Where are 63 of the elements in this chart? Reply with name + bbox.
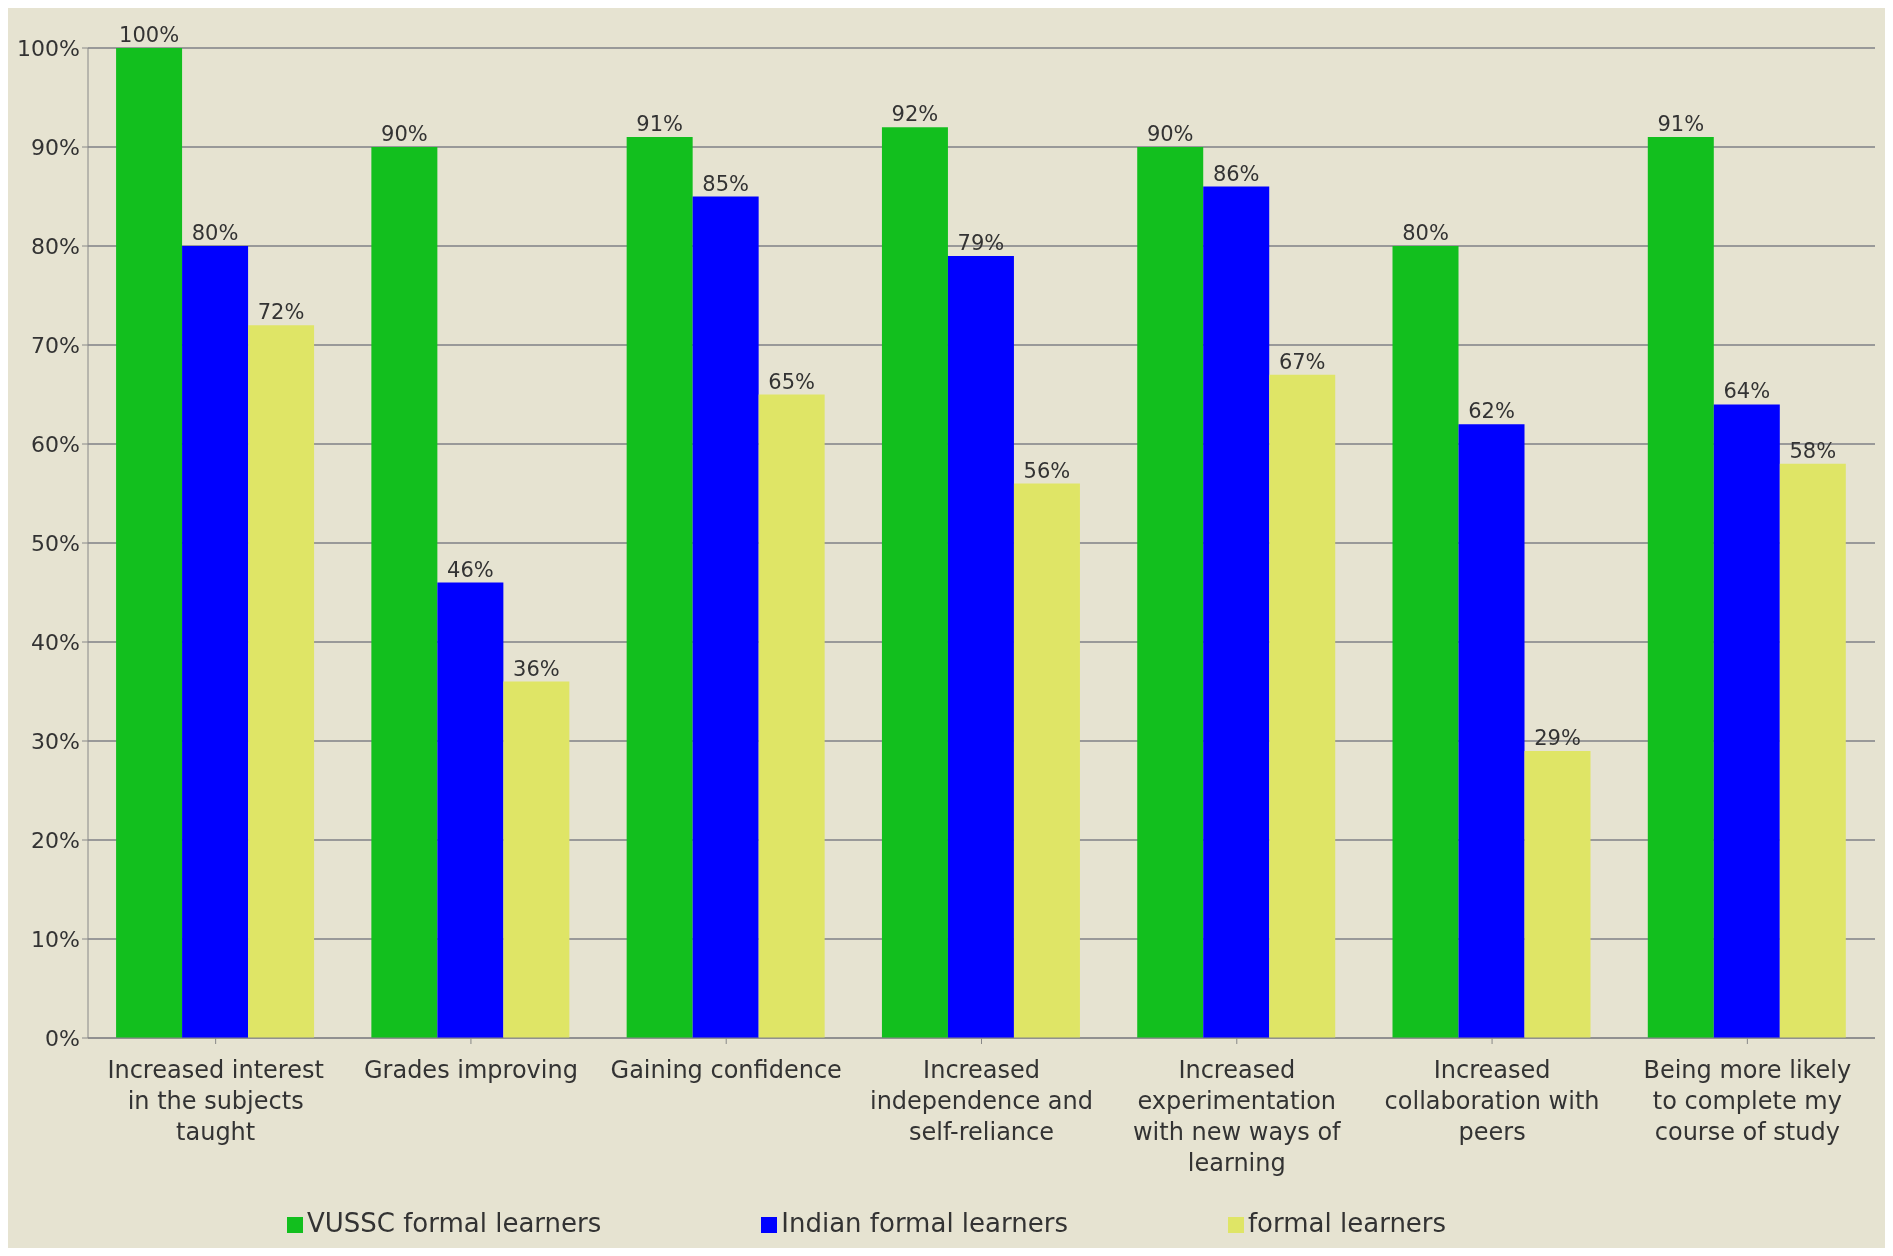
y-tick-label: 60% [31, 431, 80, 457]
x-tick-label: Being more likely to complete my course of study [1643, 1056, 1852, 1146]
data-label: 92% [891, 102, 939, 127]
data-label: 67% [1278, 349, 1326, 374]
data-label: 90% [1146, 122, 1194, 146]
y-tick-label: 90% [31, 134, 80, 160]
bar [182, 246, 249, 1038]
y-tick-label: 10% [31, 926, 80, 952]
x-tick-label: Increased experimentation with new ways of learning [1132, 1056, 1342, 1177]
y-tick-label: 30% [31, 728, 80, 754]
data-label: 80% [1402, 221, 1449, 245]
bar [503, 681, 570, 1038]
bar [1647, 137, 1714, 1038]
bar [1458, 424, 1525, 1038]
data-label: 91% [1657, 112, 1705, 137]
x-tick-label: Increased independence and self-reliance [869, 1056, 1094, 1146]
legend-label: VUSSC formal learners [306, 1208, 602, 1238]
data-label: 62% [1468, 399, 1515, 424]
bar [248, 325, 315, 1038]
bar [1269, 374, 1336, 1038]
bar [626, 137, 693, 1038]
data-label: 79% [957, 230, 1005, 255]
bar [1392, 246, 1459, 1038]
bar [881, 127, 948, 1038]
bar [1713, 404, 1780, 1038]
x-tick-label: Increased interest in the subjects taught [107, 1056, 324, 1146]
x-tick-label: Increased collaboration with peers [1384, 1056, 1600, 1146]
y-tick-label: 100% [17, 35, 80, 61]
y-tick-label: 80% [31, 233, 80, 259]
data-label: 64% [1723, 379, 1771, 404]
bar [947, 255, 1014, 1038]
bar [1779, 463, 1846, 1038]
data-label: 91% [636, 112, 683, 137]
bar [1137, 147, 1204, 1038]
bar [371, 147, 438, 1038]
data-label: 58% [1789, 438, 1837, 463]
bar [692, 196, 759, 1038]
data-label: 46% [447, 557, 494, 582]
data-label: 36% [513, 656, 560, 681]
data-label: 56% [1023, 458, 1071, 483]
x-tick-label: Gaining confidence [610, 1056, 842, 1084]
bar [1013, 483, 1080, 1038]
y-tick-label: 50% [31, 530, 80, 556]
data-label: 86% [1212, 161, 1260, 186]
y-tick-label: 20% [31, 827, 80, 853]
y-tick-label: 40% [31, 629, 80, 655]
legend-label: formal learners [1247, 1208, 1447, 1238]
data-label: 80% [191, 221, 239, 245]
data-label: 90% [381, 122, 428, 146]
bar [758, 394, 825, 1038]
legend-label: Indian formal learners [781, 1208, 1068, 1238]
data-label: 85% [702, 171, 749, 196]
x-tick-label: Grades improving [363, 1056, 578, 1084]
data-label: 100% [119, 23, 180, 47]
bar [1524, 750, 1591, 1038]
y-tick-label: 0% [45, 1025, 80, 1051]
bar [1203, 186, 1270, 1038]
bar [437, 582, 504, 1038]
data-label: 72% [257, 300, 305, 325]
y-tick-label: 70% [31, 332, 80, 358]
data-label: 65% [768, 369, 815, 394]
bar [116, 48, 183, 1038]
data-label: 29% [1534, 725, 1581, 750]
